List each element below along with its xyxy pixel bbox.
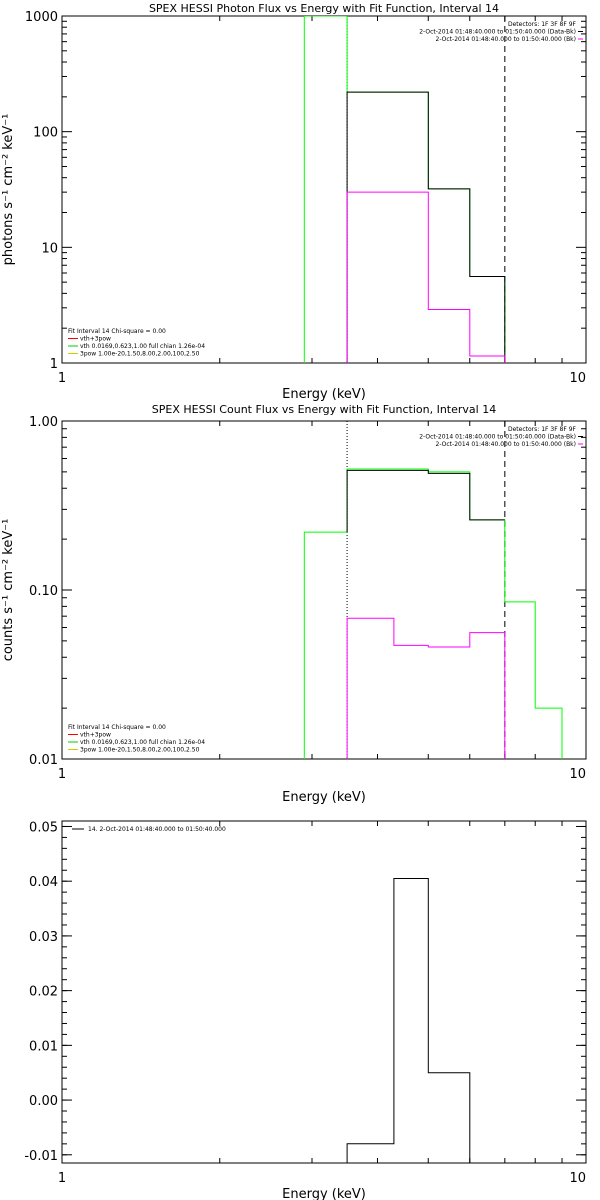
legend-entry: Detectors: 1F 3F 8F 9F — [508, 426, 577, 433]
fit-legend-entry: 3pow 1.00e-20,1.50,8.00,2.00,100,2.50 — [80, 747, 200, 754]
chart-title: SPEX HESSI Photon Flux vs Energy with Fi… — [149, 2, 499, 15]
legend-entry: 2-Oct-2014 01:48:40.000 to 01:50:40.000 … — [436, 36, 577, 43]
series-line-1 — [303, 16, 506, 363]
fit-legend-entry: vth+3pow — [80, 336, 111, 343]
plot-frame — [61, 820, 587, 1164]
series-line-2 — [346, 91, 506, 363]
x-axis-label: Energy (keV) — [282, 1187, 366, 1200]
y-tick-label: 1.00 — [29, 415, 58, 430]
series-line-1 — [303, 468, 563, 759]
y-axis-label: photons s⁻¹ cm⁻² keV⁻¹ — [1, 114, 16, 266]
y-tick-label: 0.03 — [29, 930, 58, 945]
fit-legend-entry: Fit Interval 14 Chi-square = 0.00 — [68, 328, 166, 335]
legend-entry: 14. 2-Oct-2014 01:48:40.000 to 01:50:40.… — [88, 826, 226, 833]
y-axis-label: counts s⁻¹ cm⁻² keV⁻¹ — [1, 519, 16, 662]
x-tick-label: 10 — [569, 371, 586, 386]
legend-entry: 2-Oct-2014 01:48:40.000 to 01:50:40.000 … — [419, 434, 576, 441]
x-tick-label: 10 — [569, 1171, 586, 1186]
fit-legend-entry: 3pow 1.00e-20,1.50,8.00,2.00,100,2.50 — [80, 351, 200, 358]
y-tick-label: 0.01 — [29, 1039, 58, 1054]
x-axis-label: Energy (keV) — [282, 790, 366, 805]
legend-entry: 2-Oct-2014 01:48:40.000 to 01:50:40.000 … — [436, 441, 577, 448]
y-tick-label: 1000 — [25, 10, 58, 25]
y-tick-label: 0.10 — [29, 584, 58, 599]
y-tick-label: 0.02 — [29, 985, 58, 1000]
x-tick-label: 10 — [569, 767, 586, 782]
fit-legend-entry: Fit Interval 14 Chi-square = 0.00 — [68, 724, 166, 731]
fit-legend-entry: vth 0.0169,0.623,1.00 full chian 1.26e-0… — [80, 343, 205, 350]
series-line-3 — [346, 191, 506, 363]
series-line-1 — [346, 878, 505, 1163]
plot-frame — [61, 420, 587, 760]
panel-3: 1 10 -0.01 0.00 0.01 0.02 0.03 0.04 0.05 Energy (… — [24, 820, 587, 1200]
y-tick-label: 1 — [50, 357, 58, 372]
legend-entry: Detectors: 1F 3F 8F 9F — [508, 21, 577, 28]
panel-1: SPEX HESSI Photon Flux vs Energy with Fi… — [1, 2, 587, 402]
y-tick-label: 0.00 — [29, 1094, 58, 1109]
panel-2: SPEX HESSI Count Flux vs Energy with Fit… — [1, 403, 587, 805]
y-tick-label: -0.01 — [24, 1149, 58, 1164]
y-tick-label: 10 — [41, 241, 58, 256]
series-line-2 — [346, 469, 505, 533]
chart-title: SPEX HESSI Count Flux vs Energy with Fit… — [152, 403, 496, 416]
x-tick-label: 1 — [58, 767, 66, 782]
y-tick-label: 0.05 — [29, 820, 58, 835]
series-line-3 — [346, 617, 506, 759]
x-tick-label: 1 — [58, 371, 66, 386]
legend-entry: 2-Oct-2014 01:48:40.000 to 01:50:40.000 … — [419, 29, 576, 36]
fit-legend-entry: vth+3pow — [80, 732, 111, 739]
x-tick-label: 1 — [58, 1171, 66, 1186]
y-tick-label: 100 — [33, 126, 58, 141]
x-axis-label: Energy (keV) — [282, 387, 366, 402]
plot-frame — [61, 15, 587, 364]
fit-legend-entry: vth 0.0169,0.623,1.00 full chian 1.26e-0… — [80, 739, 205, 746]
y-tick-label: 0.04 — [29, 875, 58, 890]
y-tick-label: 0.01 — [29, 753, 58, 768]
